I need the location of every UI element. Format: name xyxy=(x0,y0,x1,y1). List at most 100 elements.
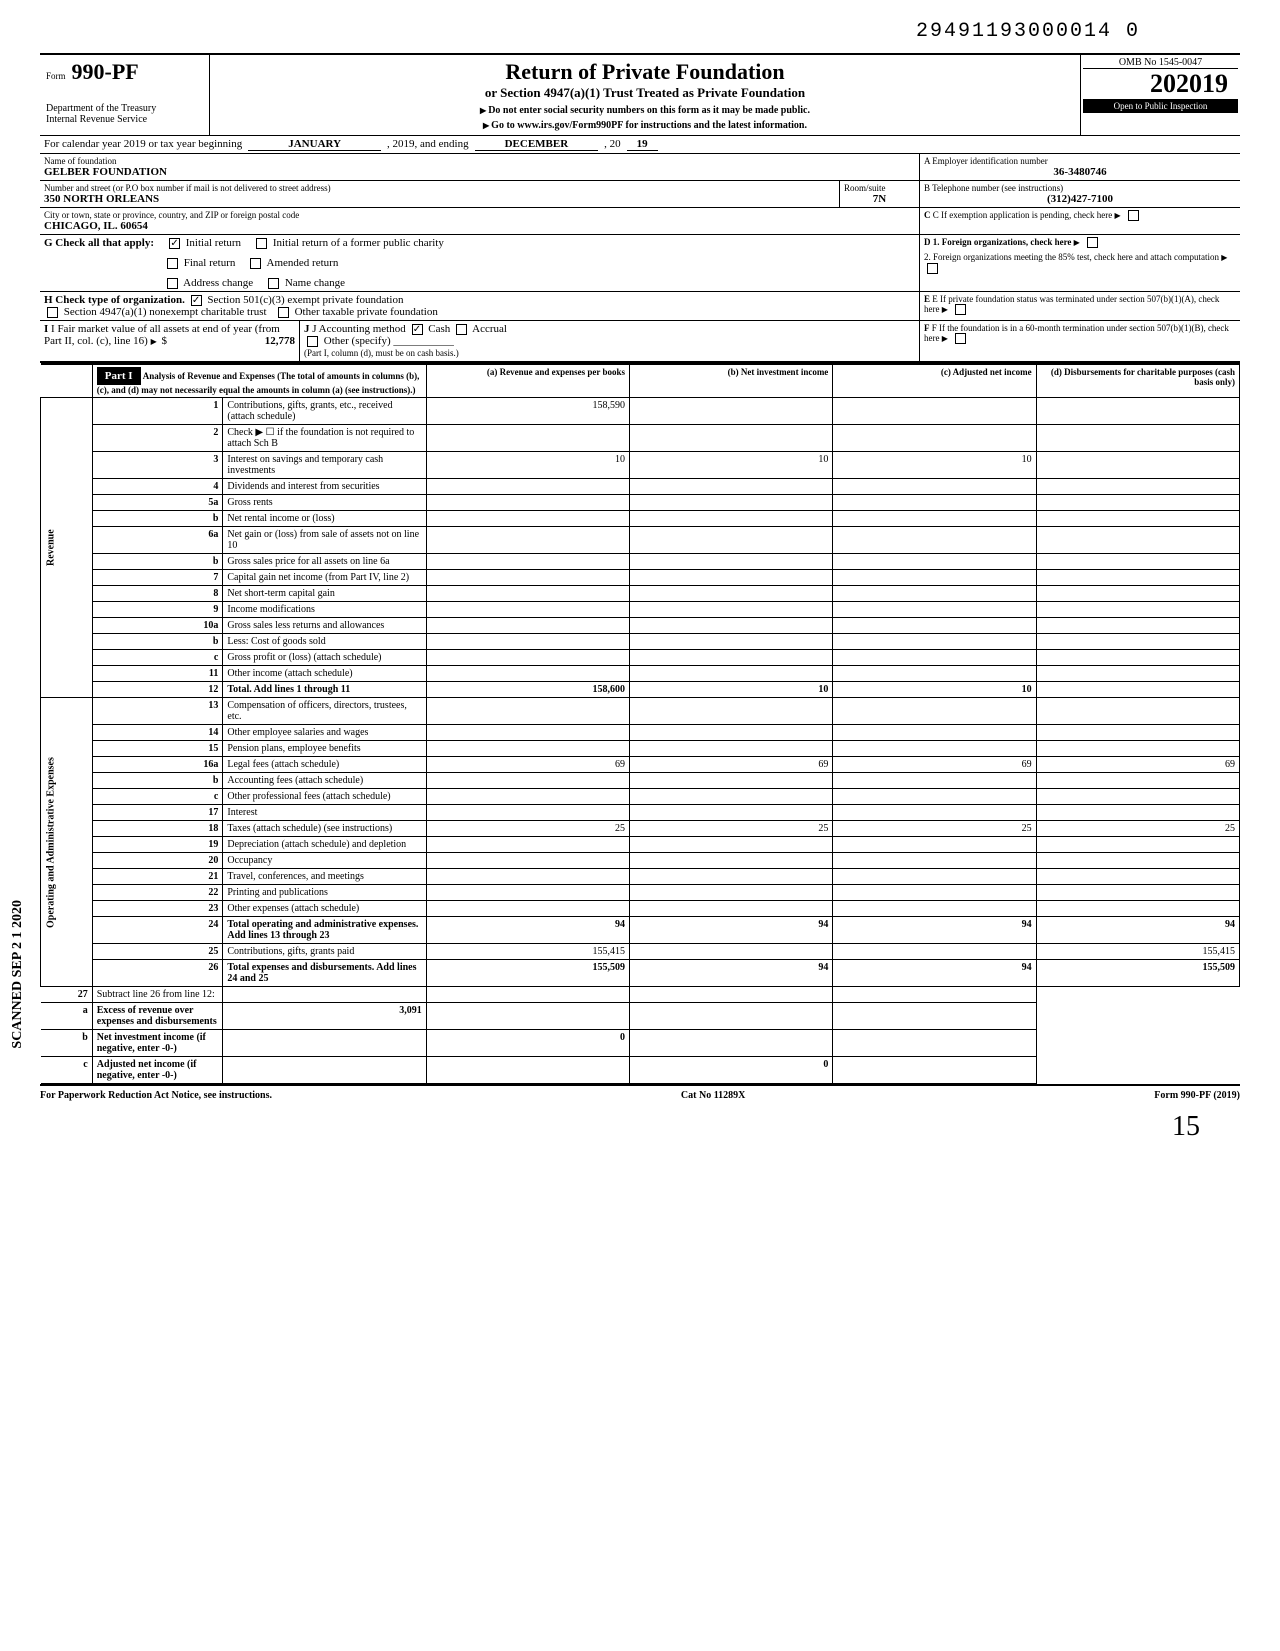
line-number: 26 xyxy=(92,960,223,987)
line-number: c xyxy=(92,789,223,805)
omb-box: OMB No 1545-0047 202019 Open to Public I… xyxy=(1080,55,1240,135)
table-row: 10aGross sales less returns and allowanc… xyxy=(41,618,1240,634)
amount-cell xyxy=(1036,650,1239,666)
table-row: cGross profit or (loss) (attach schedule… xyxy=(41,650,1240,666)
amount-cell xyxy=(1036,773,1239,789)
line-number: b xyxy=(92,634,223,650)
line-number: 13 xyxy=(92,698,223,725)
phone-label: B Telephone number (see instructions) xyxy=(924,183,1236,193)
table-row: bNet rental income or (loss) xyxy=(41,511,1240,527)
line-desc: Interest xyxy=(223,805,426,821)
h-501c3-checkbox[interactable] xyxy=(191,295,202,306)
e-checkbox[interactable] xyxy=(955,304,966,315)
amount-cell xyxy=(1036,452,1239,479)
amount-cell xyxy=(426,554,629,570)
line-number: 15 xyxy=(92,741,223,757)
amount-cell xyxy=(630,741,833,757)
line-desc: Contributions, gifts, grants paid xyxy=(223,944,426,960)
amount-cell xyxy=(630,805,833,821)
amount-cell xyxy=(1036,586,1239,602)
table-row: 18Taxes (attach schedule) (see instructi… xyxy=(41,821,1240,837)
address-change-checkbox[interactable] xyxy=(167,278,178,289)
amount-cell: 155,415 xyxy=(426,944,629,960)
amount-cell xyxy=(630,944,833,960)
amount-cell xyxy=(833,554,1036,570)
foundation-name: GELBER FOUNDATION xyxy=(44,166,915,178)
line-number: 23 xyxy=(92,901,223,917)
table-row: 6aNet gain or (loss) from sale of assets… xyxy=(41,527,1240,554)
document-number: 29491193000014 0 xyxy=(40,20,1240,43)
final-return-checkbox[interactable] xyxy=(167,258,178,269)
amount-cell: 25 xyxy=(1036,821,1239,837)
amended-label: Amended return xyxy=(267,257,339,269)
table-row: 12Total. Add lines 1 through 11158,60010… xyxy=(41,682,1240,698)
footer-left: For Paperwork Reduction Act Notice, see … xyxy=(40,1090,272,1101)
line-desc: Check ▶ ☐ if the foundation is not requi… xyxy=(223,425,426,452)
line-desc: Net rental income or (loss) xyxy=(223,511,426,527)
table-row: 15Pension plans, employee benefits xyxy=(41,741,1240,757)
j-accrual-checkbox[interactable] xyxy=(456,324,467,335)
amount-cell xyxy=(630,789,833,805)
d1-checkbox[interactable] xyxy=(1087,237,1098,248)
h-4947-checkbox[interactable] xyxy=(47,307,58,318)
table-row: 22Printing and publications xyxy=(41,885,1240,901)
amended-checkbox[interactable] xyxy=(250,258,261,269)
part1-table: Part I Analysis of Revenue and Expenses … xyxy=(40,363,1240,1084)
form-id-box: Form 990-PF Department of the Treasury I… xyxy=(40,55,210,135)
j-other-checkbox[interactable] xyxy=(307,336,318,347)
line-number: 22 xyxy=(92,885,223,901)
amount-cell: 155,509 xyxy=(1036,960,1239,987)
c-label: C If exemption application is pending, c… xyxy=(933,210,1112,220)
amount-cell xyxy=(630,666,833,682)
d2-checkbox[interactable] xyxy=(927,263,938,274)
amount-cell xyxy=(1036,618,1239,634)
line-number: 11 xyxy=(92,666,223,682)
amount-cell xyxy=(833,698,1036,725)
amount-cell xyxy=(833,901,1036,917)
name-label: Name of foundation xyxy=(44,156,915,166)
name-change-label: Name change xyxy=(285,277,345,289)
line-desc: Gross profit or (loss) (attach schedule) xyxy=(223,650,426,666)
amount-cell xyxy=(223,987,426,1003)
amount-cell: 10 xyxy=(630,682,833,698)
initial-former-checkbox[interactable] xyxy=(256,238,267,249)
line-number: 4 xyxy=(92,479,223,495)
amount-cell xyxy=(833,527,1036,554)
amount-cell: 10 xyxy=(833,452,1036,479)
c-checkbox[interactable] xyxy=(1128,210,1139,221)
h-other-checkbox[interactable] xyxy=(278,307,289,318)
h-label: H Check type of organization. xyxy=(44,294,185,306)
line-desc: Gross sales less returns and allowances xyxy=(223,618,426,634)
amount-cell xyxy=(1036,789,1239,805)
table-row: Operating and Administrative Expenses13C… xyxy=(41,698,1240,725)
initial-return-checkbox[interactable] xyxy=(169,238,180,249)
line-number: 10a xyxy=(92,618,223,634)
amount-cell xyxy=(1036,698,1239,725)
line-desc: Other income (attach schedule) xyxy=(223,666,426,682)
period-mid: , 2019, and ending xyxy=(387,138,469,150)
amount-cell: 158,590 xyxy=(426,398,629,425)
amount-cell xyxy=(833,398,1036,425)
amount-cell xyxy=(1036,682,1239,698)
amount-cell xyxy=(833,1057,1036,1084)
amount-cell xyxy=(1036,527,1239,554)
j-cash-checkbox[interactable] xyxy=(412,324,423,335)
amount-cell xyxy=(630,885,833,901)
amount-cell xyxy=(1036,741,1239,757)
h-4947-label: Section 4947(a)(1) nonexempt charitable … xyxy=(64,306,267,318)
line-desc: Total expenses and disbursements. Add li… xyxy=(223,960,426,987)
amount-cell xyxy=(833,869,1036,885)
line-desc: Total operating and administrative expen… xyxy=(223,917,426,944)
line-number: 20 xyxy=(92,853,223,869)
amount-cell xyxy=(426,511,629,527)
amount-cell: 69 xyxy=(630,757,833,773)
amount-cell: 0 xyxy=(630,1057,833,1084)
f-checkbox[interactable] xyxy=(955,333,966,344)
table-row: bAccounting fees (attach schedule) xyxy=(41,773,1240,789)
name-change-checkbox[interactable] xyxy=(268,278,279,289)
table-row: 4Dividends and interest from securities xyxy=(41,479,1240,495)
amount-cell: 155,415 xyxy=(1036,944,1239,960)
amount-cell: 94 xyxy=(426,917,629,944)
j-note: (Part I, column (d), must be on cash bas… xyxy=(304,348,459,358)
line-desc: Compensation of officers, directors, tru… xyxy=(223,698,426,725)
